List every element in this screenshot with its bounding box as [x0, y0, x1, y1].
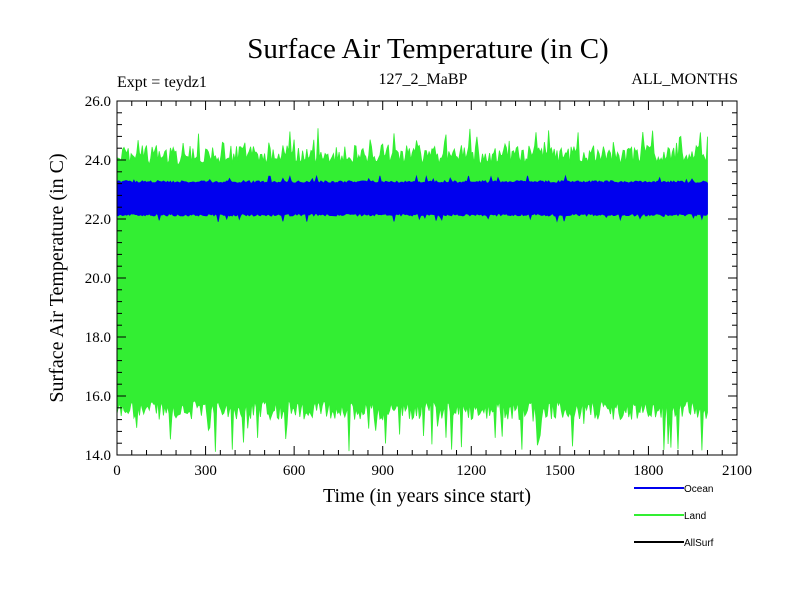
x-axis-label: Time (in years since start) — [323, 485, 531, 507]
x-tick-label: 600 — [283, 463, 306, 479]
plot-area — [116, 128, 708, 452]
y-tick-label: 26.0 — [85, 94, 111, 110]
y-axis-label: Surface Air Temperature (in C) — [46, 153, 68, 402]
legend-label-ocean: Ocean — [684, 484, 713, 495]
y-tick-label: 14.0 — [85, 448, 111, 464]
y-tick-label: 18.0 — [85, 330, 111, 346]
period-label: 127_2_MaBP — [379, 71, 468, 88]
y-tick-label: 24.0 — [85, 153, 111, 169]
x-tick-label: 1200 — [456, 463, 486, 479]
experiment-label: Expt = teydz1 — [117, 74, 207, 91]
x-tick-label: 1500 — [545, 463, 575, 479]
legend-label-allsurf: AllSurf — [684, 538, 714, 549]
legend: Ocean Land AllSurf — [634, 484, 714, 549]
x-tick-label: 2100 — [722, 463, 752, 479]
x-tick-label: 300 — [194, 463, 217, 479]
ocean-series-band — [116, 174, 708, 223]
chart-title: Surface Air Temperature (in C) — [247, 33, 608, 65]
y-tick-label: 16.0 — [85, 389, 111, 405]
x-tick-label: 1800 — [633, 463, 663, 479]
x-tick-label: 0 — [113, 463, 121, 479]
axis-ticks: 0 300 600 900 1200 1500 1800 2100 14.0 16.0 18.0 20… — [85, 94, 752, 479]
y-tick-label: 22.0 — [85, 212, 111, 228]
land-series-band — [116, 128, 708, 452]
x-tick-label: 900 — [371, 463, 394, 479]
y-tick-label: 20.0 — [85, 271, 111, 287]
months-label: ALL_MONTHS — [631, 71, 738, 88]
legend-label-land: Land — [684, 511, 706, 522]
